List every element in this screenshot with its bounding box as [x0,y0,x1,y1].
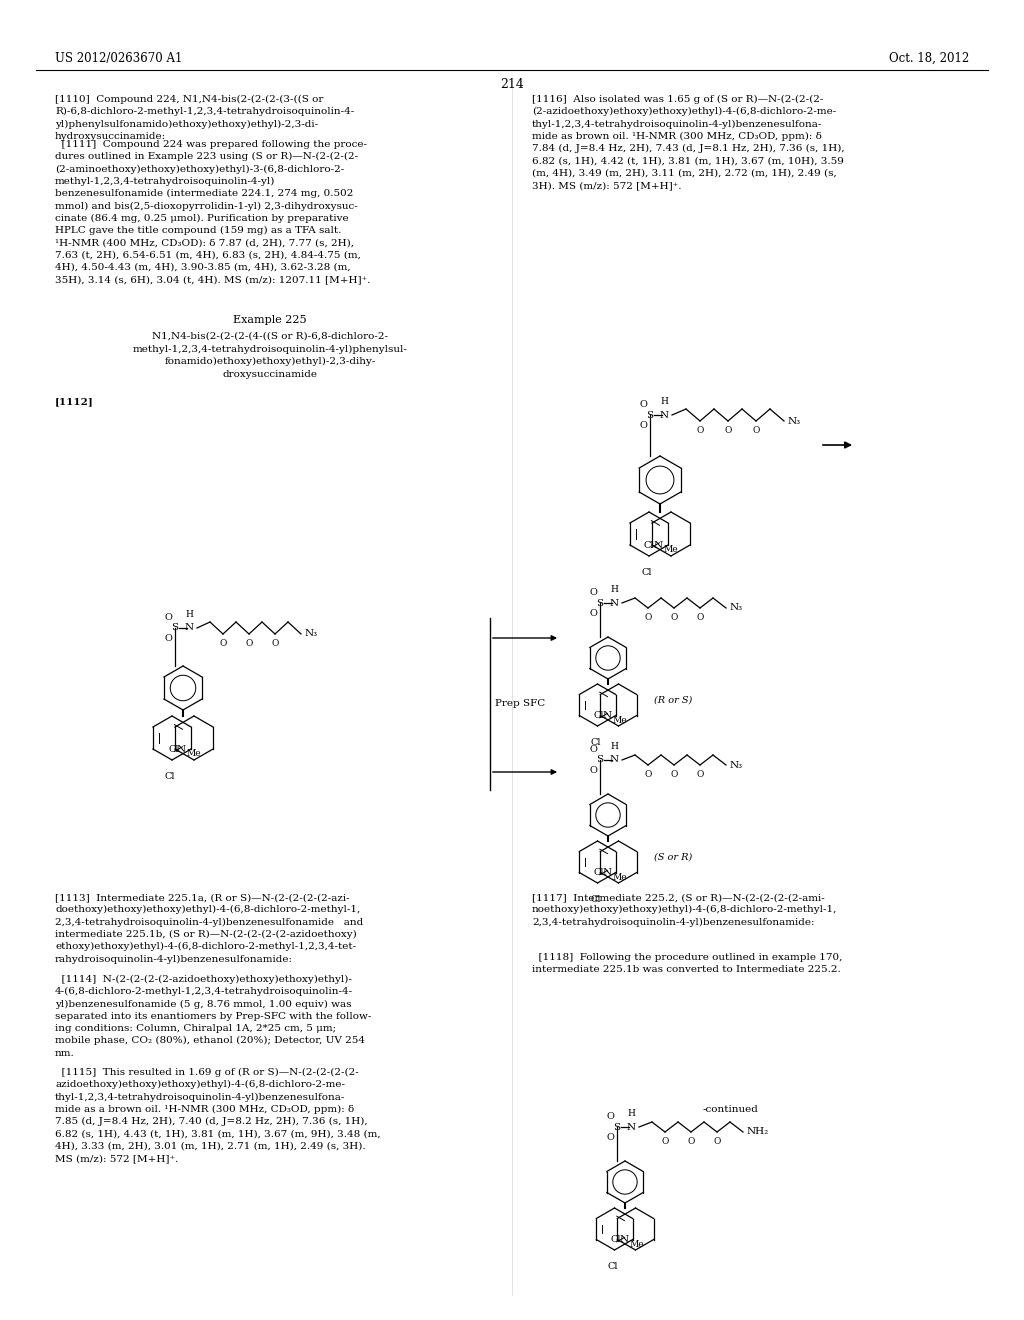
Text: Example 225: Example 225 [233,315,307,325]
Text: Me: Me [630,1239,644,1249]
Text: N: N [627,1122,636,1131]
Text: [1110]  Compound 224, N1,N4-bis(2-(2-(2-(3-((S or
R)-6,8-dichloro-2-methyl-1,2,3: [1110] Compound 224, N1,N4-bis(2-(2-(2-(… [55,95,354,141]
Text: N: N [184,623,194,632]
Text: S: S [646,411,653,420]
Text: Cl: Cl [642,568,652,577]
Text: Cl: Cl [590,895,601,904]
Text: N: N [654,540,664,549]
Text: O: O [271,639,279,648]
Text: O: O [696,770,703,779]
Text: O: O [164,612,172,622]
Text: O: O [714,1137,721,1146]
Text: Cl: Cl [643,540,654,549]
Text: Cl: Cl [610,1236,621,1243]
Text: [1113]  Intermediate 225.1a, (R or S)—N-(2-(2-(2-(2-azi-
doethoxy)ethoxy)ethoxy): [1113] Intermediate 225.1a, (R or S)—N-(… [55,894,364,964]
Text: O: O [164,634,172,643]
Text: N: N [177,744,186,754]
Text: [1115]  This resulted in 1.69 g of (R or S)—N-(2-(2-(2-(2-
azidoethoxy)ethoxy)et: [1115] This resulted in 1.69 g of (R or … [55,1068,381,1163]
Text: O: O [589,766,597,775]
Text: [1118]  Following the procedure outlined in example 170,
intermediate 225.1b was: [1118] Following the procedure outlined … [532,953,843,974]
Text: O: O [639,421,647,430]
Text: N₃: N₃ [305,630,318,639]
Text: [1117]  Intermediate 225.2, (S or R)—N-(2-(2-(2-(2-ami-
noethoxy)ethoxy)ethoxy)e: [1117] Intermediate 225.2, (S or R)—N-(2… [532,894,838,927]
Text: Cl: Cl [590,738,601,747]
Text: S: S [596,755,603,764]
Text: H: H [627,1109,635,1118]
Text: O: O [671,612,678,622]
Text: N: N [602,869,611,876]
Text: Cl: Cl [607,1262,617,1271]
Text: O: O [606,1133,614,1142]
Text: Me: Me [187,750,202,759]
Text: N1,N4-bis(2-(2-(2-(4-((S or R)-6,8-dichloro-2-
methyl-1,2,3,4-tetrahydroisoquino: N1,N4-bis(2-(2-(2-(4-((S or R)-6,8-dichl… [132,333,408,379]
Text: N₃: N₃ [730,603,743,612]
Text: O: O [589,609,597,618]
Text: [1114]  N-(2-(2-(2-(2-azidoethoxy)ethoxy)ethoxy)ethyl)-
4-(6,8-dichloro-2-methyl: [1114] N-(2-(2-(2-(2-azidoethoxy)ethoxy)… [55,975,372,1057]
Text: [1111]  Compound 224 was prepared following the proce-
dures outlined in Example: [1111] Compound 224 was prepared followi… [55,140,371,284]
Text: N: N [620,1236,629,1243]
Text: N: N [659,411,669,420]
Text: N₃: N₃ [730,760,743,770]
Text: S: S [613,1122,621,1131]
Text: H: H [185,610,193,619]
Text: O: O [753,426,760,436]
Text: O: O [671,770,678,779]
Text: Me: Me [612,715,627,725]
Text: N₃: N₃ [788,417,801,425]
Text: US 2012/0263670 A1: US 2012/0263670 A1 [55,51,182,65]
Text: [1112]: [1112] [55,397,94,407]
Text: N: N [609,598,618,607]
Text: S: S [596,598,603,607]
Text: N: N [602,711,611,719]
Text: [1116]  Also isolated was 1.65 g of (S or R)—N-(2-(2-(2-
(2-azidoethoxy)ethoxy)e: [1116] Also isolated was 1.65 g of (S or… [532,95,845,190]
Text: N: N [609,755,618,764]
Text: O: O [644,770,651,779]
Text: (R or S): (R or S) [654,696,692,705]
Text: Me: Me [612,873,627,882]
Text: H: H [610,585,617,594]
Text: O: O [589,587,597,597]
Text: Cl: Cl [593,711,604,719]
Text: O: O [696,426,703,436]
Text: O: O [589,744,597,754]
Text: Cl: Cl [165,772,175,781]
Text: O: O [724,426,732,436]
Text: O: O [687,1137,694,1146]
Text: NH₂: NH₂ [746,1127,769,1137]
Text: 214: 214 [500,78,524,91]
Text: O: O [606,1111,614,1121]
Text: O: O [219,639,226,648]
Text: O: O [639,400,647,409]
Text: O: O [662,1137,669,1146]
Text: -continued: -continued [702,1105,758,1114]
Text: Cl: Cl [593,869,604,876]
Text: (S or R): (S or R) [654,853,692,862]
Text: S: S [171,623,178,632]
Text: O: O [246,639,253,648]
Text: Cl: Cl [169,744,179,754]
Text: Oct. 18, 2012: Oct. 18, 2012 [889,51,969,65]
Text: H: H [610,742,617,751]
Text: H: H [660,397,668,407]
Text: O: O [644,612,651,622]
Text: O: O [696,612,703,622]
Text: Prep SFC: Prep SFC [495,700,545,709]
Text: Me: Me [664,545,679,554]
